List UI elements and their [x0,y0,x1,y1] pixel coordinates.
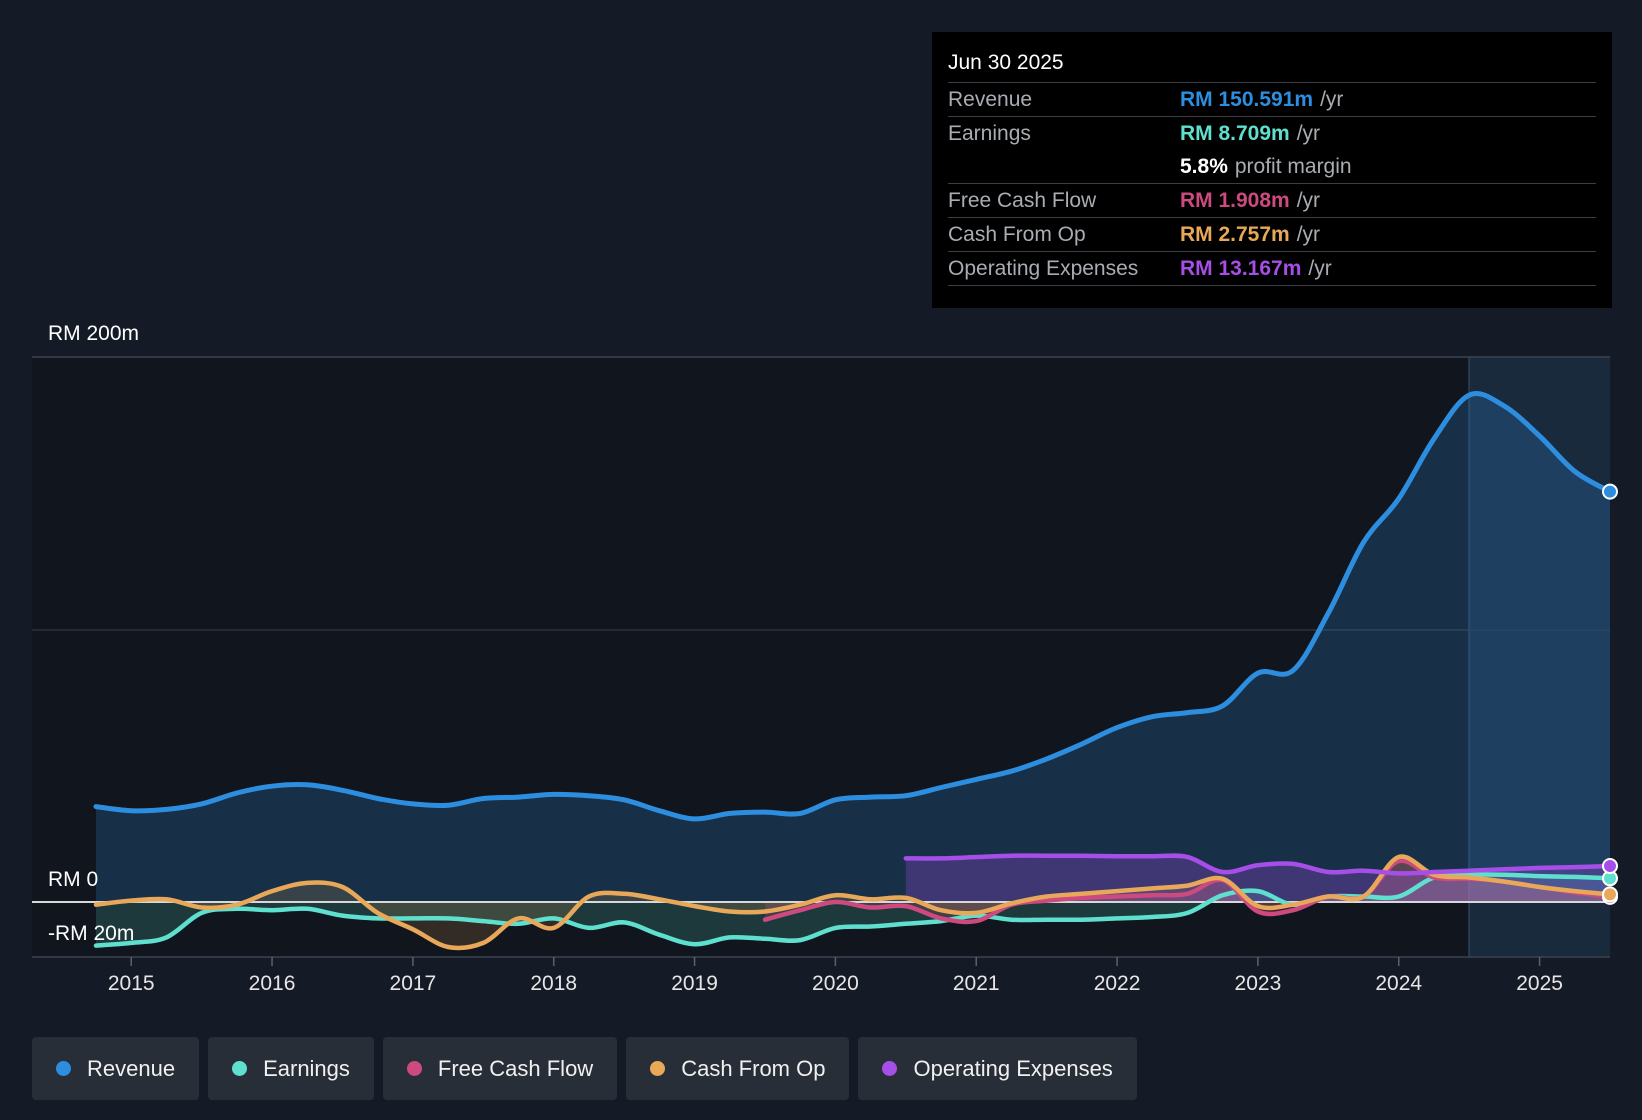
legend-item-revenue[interactable]: Revenue [32,1037,200,1100]
x-tick-label: 2017 [390,972,437,995]
x-tick-label: 2022 [1094,972,1141,995]
revenue-area [96,393,1610,902]
operating-expenses-line [903,853,1610,876]
tooltip-unit: /yr [1296,223,1321,246]
legend-label: Cash From Op [681,1055,826,1081]
tooltip-label: Cash From Op [948,223,1086,246]
tooltip-row-cash-from-op: Cash From Op RM 2.757m /yr [948,218,1596,252]
tooltip-unit: /yr [1296,122,1321,145]
x-tick-label: 2023 [1235,972,1282,995]
legend-label: Operating Expenses [913,1055,1113,1081]
x-tick-label: 2024 [1375,972,1422,995]
tooltip-row-free-cash-flow: Free Cash Flow RM 1.908m /yr [948,184,1596,218]
legend-label: Free Cash Flow [437,1055,594,1081]
tooltip-unit: /yr [1308,257,1332,280]
tooltip-row-revenue: Revenue RM 150.591m /yr [948,83,1596,117]
profit-margin-value: 5.8% [1180,155,1228,178]
legend-dot-icon [232,1061,248,1076]
tooltip-row-operating-expenses: Operating Expenses RM 13.167m /yr [948,252,1596,286]
earnings-area [96,874,1610,946]
tooltip-value: RM 150.591m [1180,88,1314,111]
revenue-line [93,391,1610,822]
tooltip-row-earnings: Earnings RM 8.709m /yr [948,117,1596,150]
x-tick-label: 2018 [530,972,577,995]
cash-from-op-area [96,856,1610,948]
legend-dot-icon [882,1061,898,1076]
highlight-band [1469,357,1610,957]
legend-item-operating-expenses[interactable]: Operating Expenses [858,1037,1137,1100]
plot-background [32,357,1610,957]
y-label-top: RM 200m [48,322,139,345]
operating-expenses-area [905,855,1610,902]
x-tick-label: 2025 [1516,972,1563,995]
cash-from-op-line [93,854,1610,951]
x-tick-label: 2020 [812,972,859,995]
x-tick-label: 2015 [108,972,155,995]
tooltip-value: RM 1.908m [1180,189,1290,212]
legend-dot-icon [650,1061,666,1076]
tooltip-value: RM 2.757m [1180,223,1290,246]
x-tick-label: 2016 [249,972,296,995]
y-label-zero: RM 0 [48,868,98,891]
legend-item-free-cash-flow[interactable]: Free Cash Flow [382,1037,618,1100]
legend: Revenue Earnings Free Cash Flow Cash Fro… [32,1037,1137,1100]
legend-item-cash-from-op[interactable]: Cash From Op [626,1037,850,1100]
tooltip-unit: /yr [1320,88,1344,111]
x-tick-label: 2021 [953,972,1000,995]
tooltip-panel: Jun 30 2025 Revenue RM 150.591m /yr Earn… [932,32,1612,308]
tooltip-date: Jun 30 2025 [948,48,1596,83]
cash-from-op-end-point[interactable] [1602,886,1618,903]
tooltip-label: Free Cash Flow [948,189,1097,212]
x-tick-label: 2019 [671,972,718,995]
tooltip-row-profit-margin: 5.8% profit margin [948,150,1596,184]
legend-label: Revenue [87,1055,176,1081]
tooltip-label: Revenue [948,88,1033,111]
tooltip-label: Operating Expenses [948,257,1139,280]
legend-item-earnings[interactable]: Earnings [208,1037,374,1100]
operating-expenses-end-point[interactable] [1602,858,1618,875]
y-label-bottom: -RM 20m [48,922,134,945]
tooltip-unit: /yr [1296,189,1321,212]
legend-dot-icon [406,1061,422,1076]
free-cash-flow-area [765,860,1610,922]
tooltip-value: RM 8.709m [1180,122,1290,145]
legend-dot-icon [56,1061,71,1076]
profit-margin-label: profit margin [1234,155,1352,178]
tooltip-label: Earnings [948,122,1031,145]
revenue-end-point[interactable] [1602,483,1618,500]
legend-label: Earnings [263,1055,350,1081]
tooltip-value: RM 13.167m [1180,257,1302,280]
